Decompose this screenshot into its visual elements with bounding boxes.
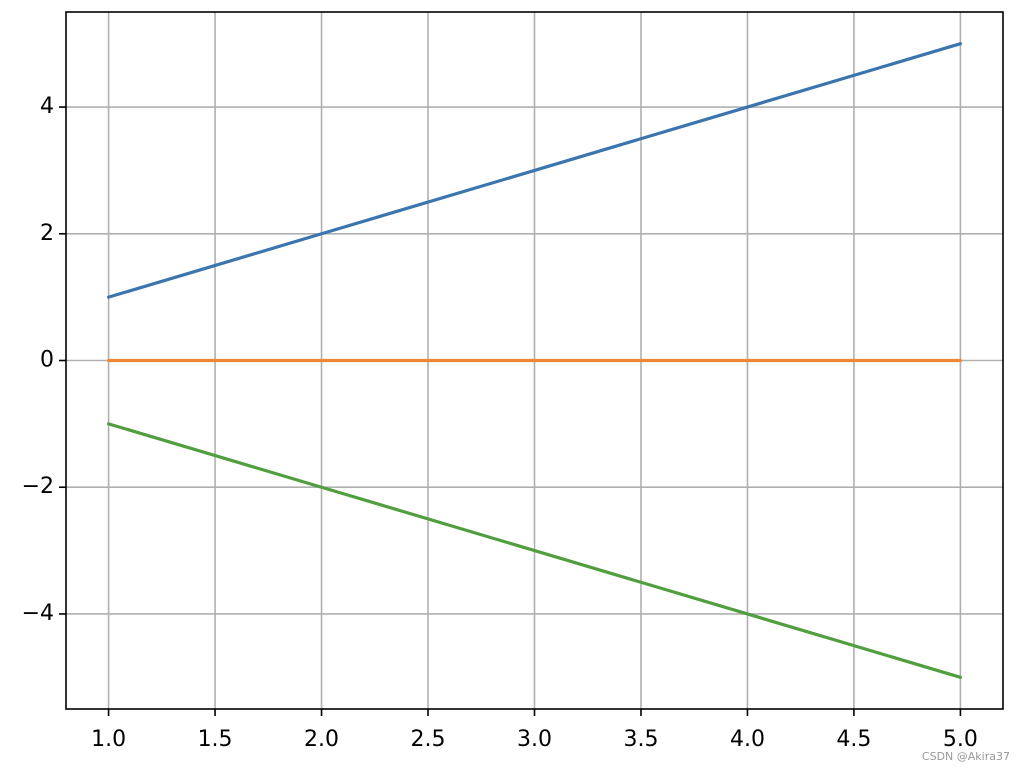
x-tick-label: 4.0	[730, 727, 765, 752]
y-tick-label: −4	[22, 601, 54, 626]
y-tick-label: 2	[40, 221, 54, 246]
x-tick-label: 3.5	[623, 727, 658, 752]
line-series	[106, 42, 963, 299]
x-tick-label: 1.0	[91, 727, 126, 752]
watermark: CSDN @Akira37	[922, 750, 1010, 763]
x-tick-label: 2.0	[304, 727, 339, 752]
y-tick-label: 0	[40, 348, 54, 373]
line-series	[106, 422, 963, 679]
x-tick-label: 4.5	[836, 727, 871, 752]
x-tick-label: 2.5	[411, 727, 446, 752]
x-tick-label: 3.0	[517, 727, 552, 752]
y-tick-label: 4	[40, 94, 54, 119]
x-tick-label: 1.5	[198, 727, 233, 752]
x-tick-label: 5.0	[943, 727, 978, 752]
y-tick-label: −2	[22, 474, 54, 499]
plot-frame	[65, 11, 1004, 710]
